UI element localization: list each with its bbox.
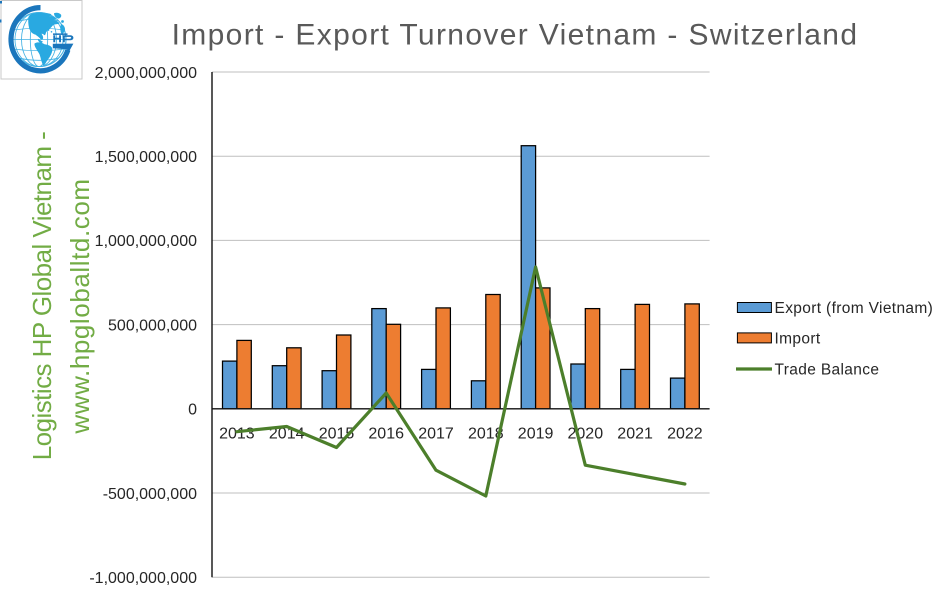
svg-text:2018: 2018 (468, 425, 504, 442)
svg-text:2020: 2020 (568, 425, 604, 442)
svg-text:2013: 2013 (219, 425, 255, 442)
svg-text:1,500,000,000: 1,500,000,000 (95, 149, 197, 166)
svg-text:2019: 2019 (518, 425, 554, 442)
svg-text:2017: 2017 (418, 425, 454, 442)
svg-text:www.hpgloballtd.com: www.hpgloballtd.com (65, 178, 95, 434)
svg-text:-1,000,000,000: -1,000,000,000 (89, 570, 197, 587)
svg-text:500,000,000: 500,000,000 (108, 317, 197, 334)
svg-text:Trade Balance: Trade Balance (775, 361, 880, 378)
svg-text:Logistics HP Global Vietnam -: Logistics HP Global Vietnam - (27, 132, 57, 460)
svg-text:Export (from Vietnam): Export (from Vietnam) (775, 300, 934, 317)
svg-text:2016: 2016 (368, 425, 404, 442)
svg-text:Import: Import (775, 331, 821, 348)
svg-text:1,000,000,000: 1,000,000,000 (95, 233, 197, 250)
svg-text:Import - Export Turnover Vietn: Import - Export Turnover Vietnam - Switz… (172, 18, 859, 51)
svg-text:-500,000,000: -500,000,000 (103, 486, 197, 503)
svg-text:2021: 2021 (617, 425, 653, 442)
svg-text:2,000,000,000: 2,000,000,000 (95, 65, 197, 82)
svg-text:0: 0 (188, 402, 197, 419)
svg-text:2022: 2022 (667, 425, 703, 442)
